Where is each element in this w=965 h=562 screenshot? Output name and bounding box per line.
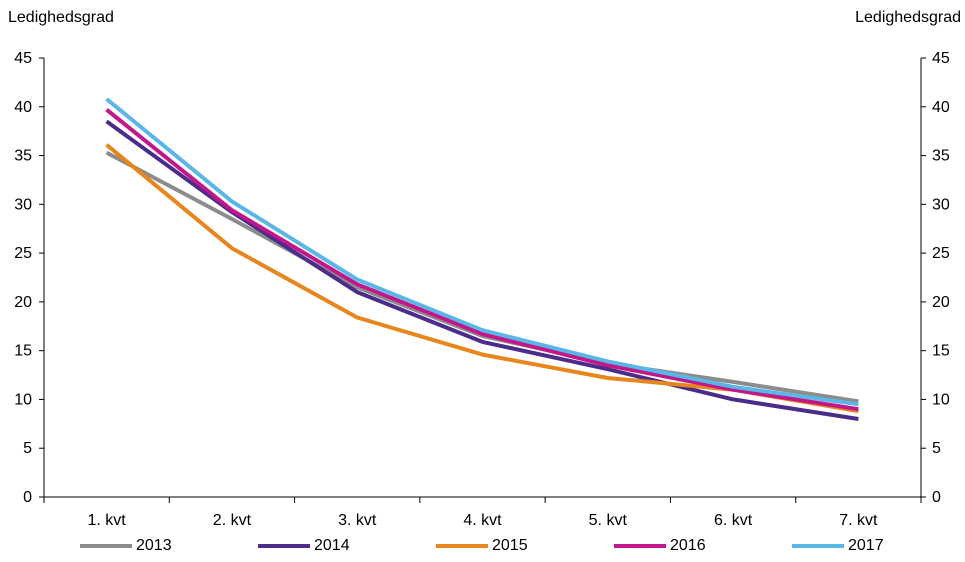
- chart-legend: 2013 2014 2015 2016 2017: [80, 537, 965, 555]
- y-tick-label-left: 45: [14, 50, 32, 67]
- legend-item-2014: 2014: [258, 537, 436, 555]
- series-line-2015: [105, 143, 859, 414]
- y-tick-label-left: 20: [14, 294, 32, 311]
- y-tick-label-right: 20: [932, 294, 950, 311]
- legend-label: 2015: [492, 537, 528, 554]
- y-tick-label-left: 5: [23, 440, 32, 457]
- y-tick-label-left: 30: [14, 196, 32, 213]
- x-tick-label: 5. kvt: [589, 512, 628, 529]
- legend-swatch: [258, 544, 310, 548]
- series-line-2016: [105, 108, 859, 412]
- legend-label: 2017: [848, 537, 884, 554]
- legend-swatch: [80, 544, 132, 548]
- x-tick-label: 2. kvt: [213, 512, 252, 529]
- legend-swatch: [614, 544, 666, 548]
- y-tick-label-left: 10: [14, 391, 32, 408]
- y-tick-label-right: 40: [932, 99, 950, 116]
- y-tick-label-right: 0: [932, 489, 941, 506]
- y-tick-label-left: 0: [23, 489, 32, 506]
- y-tick-label-right: 30: [932, 196, 950, 213]
- line-chart: 0 0 5 5 10 10 15 15 20 20 25 25 30 30 35 35 40 40 45 45 1. k…: [14, 50, 950, 529]
- y-tick-label-left: 25: [14, 245, 32, 262]
- y-axis-label-left: Ledighedsgrad: [8, 9, 114, 26]
- x-tick-label: 3. kvt: [338, 512, 377, 529]
- legend-item-2017: 2017: [792, 537, 965, 555]
- legend-label: 2013: [136, 537, 172, 554]
- legend-item-2016: 2016: [614, 537, 792, 555]
- legend-item-2015: 2015: [436, 537, 614, 555]
- y-tick-label-right: 15: [932, 343, 950, 360]
- series-line-2017: [105, 97, 859, 407]
- y-tick-label-left: 15: [14, 343, 32, 360]
- y-tick-label-left: 35: [14, 148, 32, 165]
- legend-item-2013: 2013: [80, 537, 258, 555]
- legend-swatch: [436, 544, 488, 548]
- legend-label: 2014: [314, 537, 350, 554]
- y-tick-label-right: 25: [932, 245, 950, 262]
- y-tick-label-right: 10: [932, 391, 950, 408]
- series-line-2014: [105, 119, 859, 421]
- y-tick-label-right: 5: [932, 440, 941, 457]
- x-tick-label: 7. kvt: [839, 512, 878, 529]
- x-tick-label: 6. kvt: [714, 512, 753, 529]
- y-tick-label-left: 40: [14, 99, 32, 116]
- x-tick-label: 4. kvt: [463, 512, 502, 529]
- x-tick-label: 1. kvt: [88, 512, 127, 529]
- y-tick-label-right: 35: [932, 148, 950, 165]
- y-axis-label-right: Ledighedsgrad: [855, 9, 961, 26]
- legend-label: 2016: [670, 537, 706, 554]
- legend-swatch: [792, 544, 844, 548]
- y-tick-label-right: 45: [932, 50, 950, 67]
